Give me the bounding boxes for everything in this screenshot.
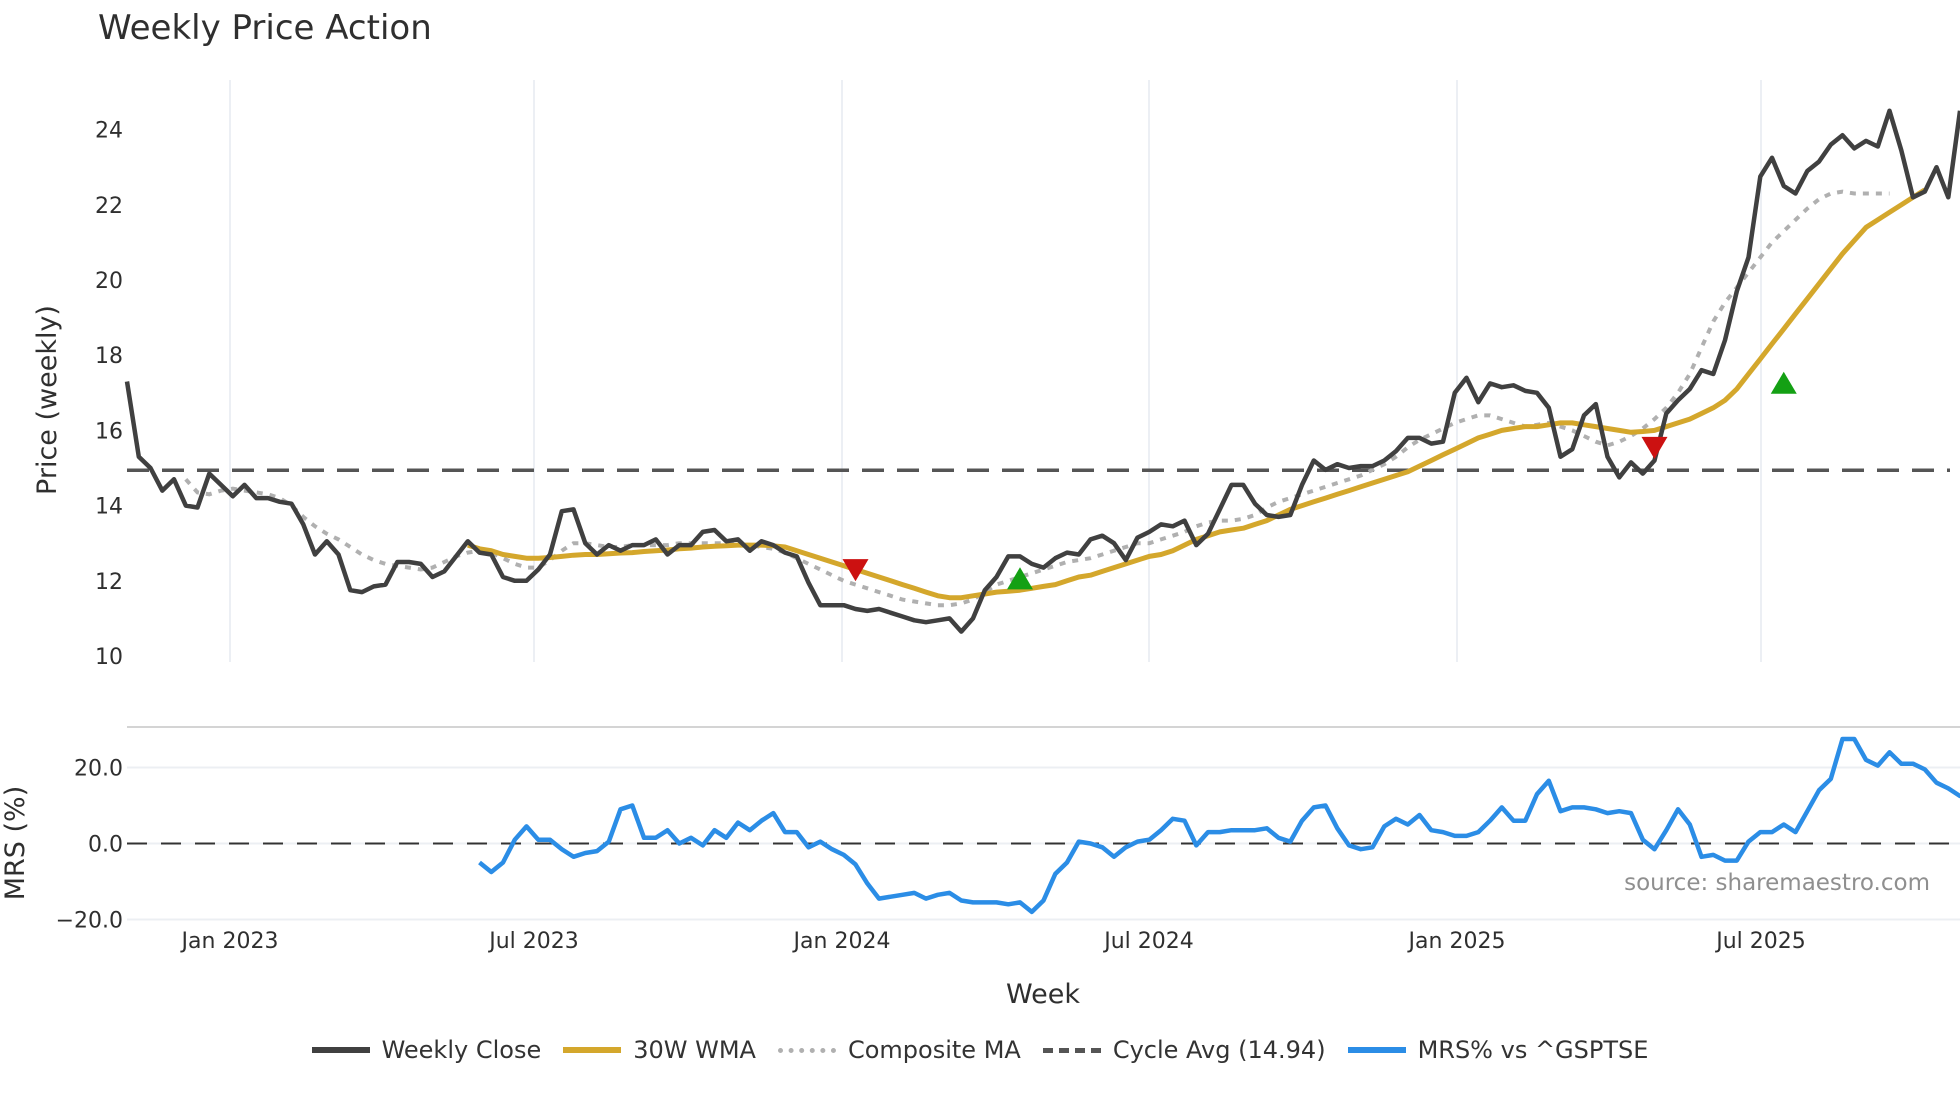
signal-markers [842, 371, 1797, 590]
wma-30w-line [467, 187, 1927, 601]
mrs-gridlines [127, 766, 1960, 921]
legend-label: MRS% vs ^GSPTSE [1417, 1036, 1649, 1064]
composite-ma-swatch-icon [777, 1047, 836, 1053]
x-axis: Jan 2023 Jul 2023 Jan 2024 Jul 2024 Jan 2025… [180, 929, 1806, 954]
weekly-close-line [124, 108, 1960, 634]
weekly-close-swatch-icon [311, 1047, 370, 1053]
x-axis-label: Week [1006, 979, 1080, 1010]
legend: Weekly Close 30W WMA Composite MA Cycle … [0, 1036, 1960, 1064]
legend-label: Weekly Close [381, 1036, 542, 1064]
x-tick-label: Jul 2023 [487, 929, 579, 954]
source-attribution: source: sharemaestro.com [1624, 870, 1930, 896]
legend-label: 30W WMA [633, 1036, 756, 1064]
mrs-y-tick-label: −20.0 [56, 909, 123, 934]
price-y-tick-label: 24 [95, 119, 123, 144]
mrs-y-axis-label: MRS (%) [0, 786, 31, 901]
wma-swatch-icon [563, 1047, 622, 1053]
mrs-y-tick-label: 0.0 [88, 833, 123, 858]
price-y-tick-label: 20 [95, 269, 123, 294]
sell-signal-marker-icon [842, 559, 869, 582]
x-tick-label: Jul 2025 [1714, 929, 1806, 954]
price-y-tick-label: 12 [95, 570, 123, 595]
cycle-avg-swatch-icon [1042, 1047, 1101, 1053]
x-tick-label: Jul 2024 [1102, 929, 1194, 954]
legend-item-weekly-close: Weekly Close [311, 1036, 542, 1064]
x-tick-label: Jan 2025 [1407, 929, 1506, 954]
legend-item-mrs: MRS% vs ^GSPTSE [1347, 1036, 1649, 1064]
x-tick-label: Jan 2023 [180, 929, 279, 954]
buy-signal-marker-icon [1007, 567, 1033, 590]
legend-label: Composite MA [847, 1036, 1021, 1064]
buy-signal-marker-icon [1770, 371, 1797, 394]
price-y-tick-label: 18 [95, 344, 123, 369]
mrs-y-tick-label: 20.0 [74, 757, 123, 782]
price-y-axis: 10 12 14 16 18 20 22 24 [95, 119, 123, 670]
mrs-swatch-icon [1347, 1047, 1406, 1053]
composite-ma-line [184, 189, 1890, 608]
sell-signal-marker-icon [1641, 436, 1668, 460]
price-y-tick-label: 22 [95, 194, 123, 219]
legend-item-wma: 30W WMA [563, 1036, 756, 1064]
mrs-y-axis: −20.0 0.0 20.0 [56, 757, 123, 934]
price-y-tick-label: 16 [95, 419, 123, 444]
legend-item-cycle-avg: Cycle Avg (14.94) [1042, 1036, 1326, 1064]
price-y-tick-label: 10 [95, 645, 123, 670]
x-gridlines [229, 80, 1762, 662]
price-y-tick-label: 14 [95, 495, 123, 520]
chart-title: Weekly Price Action [98, 8, 432, 48]
x-tick-label: Jan 2024 [792, 929, 891, 954]
mrs-line [478, 736, 1960, 915]
price-y-axis-label: Price (weekly) [32, 305, 63, 495]
legend-item-composite-ma: Composite MA [777, 1036, 1021, 1064]
legend-label: Cycle Avg (14.94) [1112, 1036, 1326, 1064]
